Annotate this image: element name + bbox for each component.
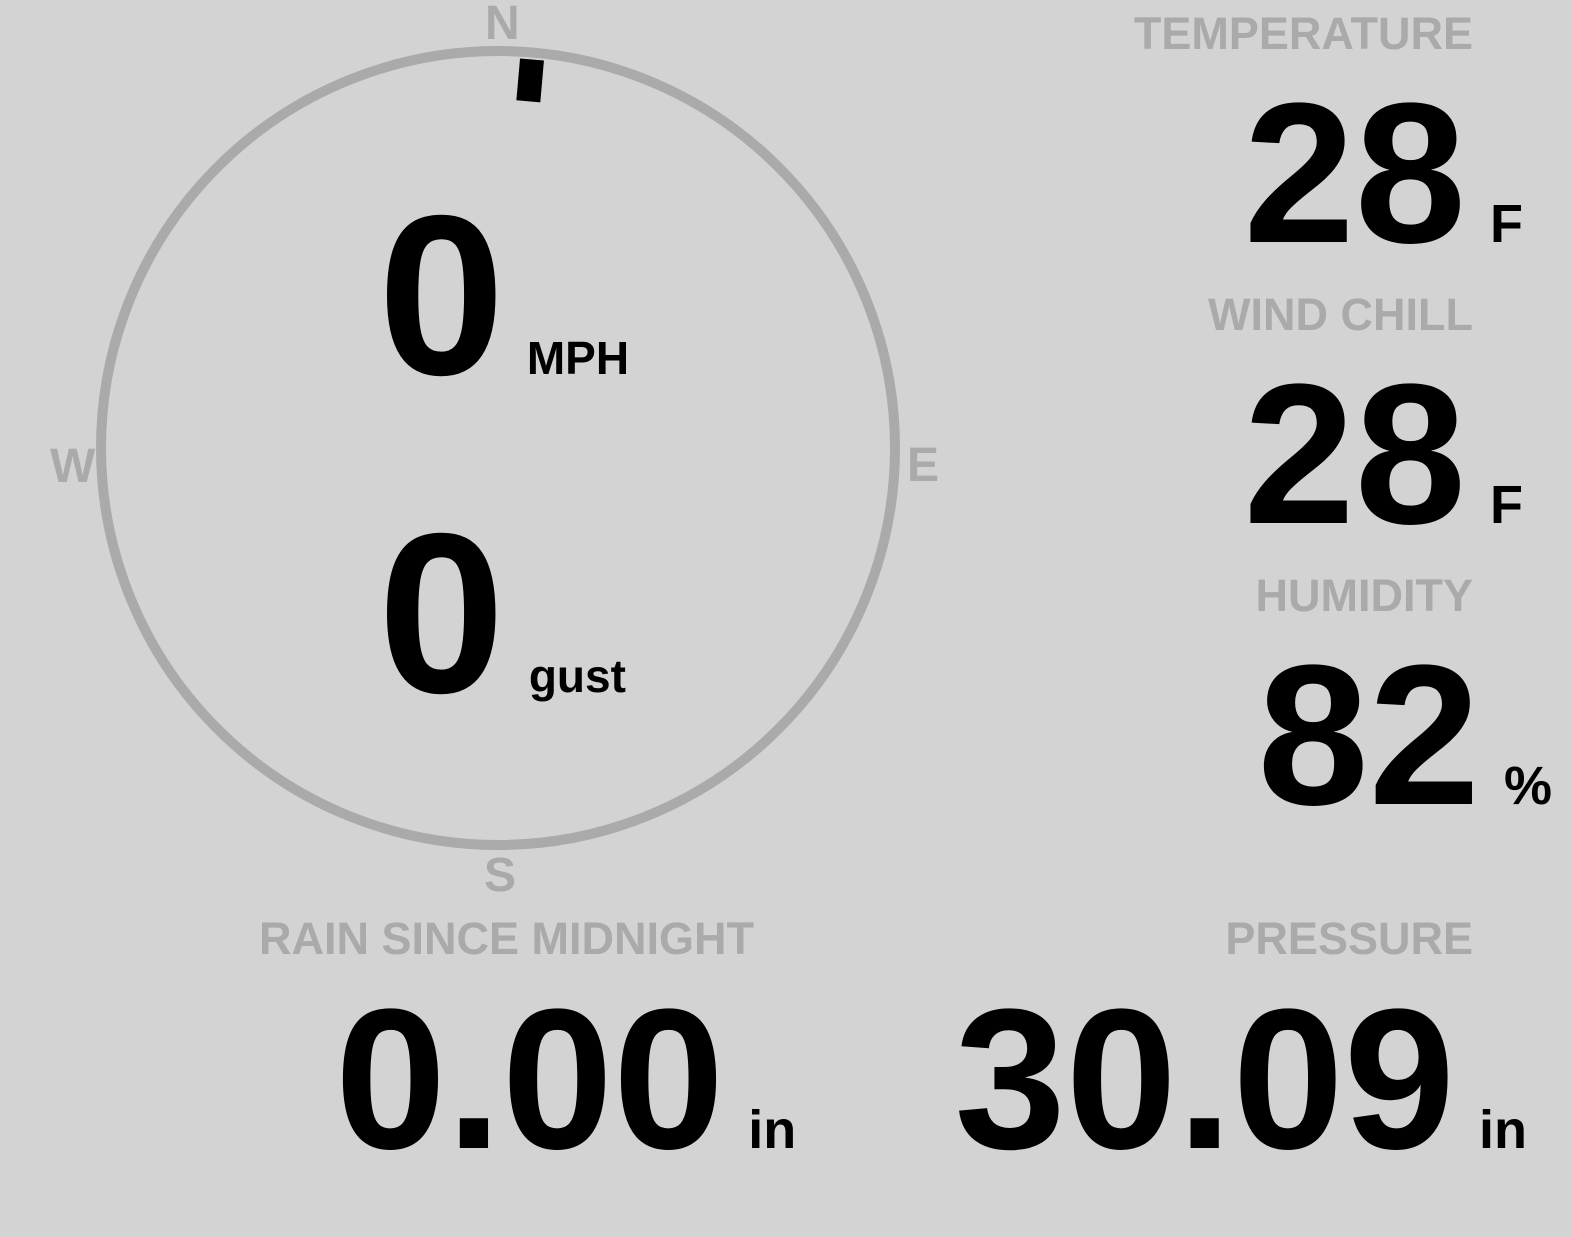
wind-direction-needle [516, 58, 544, 103]
wind-chill-value: 28 [1243, 343, 1466, 566]
temperature-value: 28 [1243, 62, 1466, 285]
humidity-unit: % [1503, 756, 1552, 816]
compass-west: W [50, 440, 96, 493]
wind-gust-value: 0 [378, 487, 505, 741]
humidity-label: HUMIDITY [1255, 570, 1474, 621]
pressure-value: 30.09 [954, 968, 1456, 1191]
humidity-value: 82 [1257, 624, 1480, 847]
wind-chill-label: WIND CHILL [1208, 289, 1473, 340]
compass-south: S [484, 849, 517, 902]
wind-gust-unit: gust [528, 650, 626, 702]
wind-speed-value: 0 [378, 169, 505, 423]
temperature-label: TEMPERATURE [1133, 8, 1473, 59]
temperature-reading: 28 F [1244, 74, 1523, 274]
rain-reading: 0.00 in [335, 980, 796, 1180]
rain-value: 0.00 [335, 968, 725, 1191]
temperature-unit: F [1490, 194, 1523, 254]
humidity-reading: 82 % [1258, 636, 1552, 836]
rain-unit: in [748, 1100, 797, 1160]
wind-speed: 0 MPH [378, 182, 629, 410]
pressure-label: PRESSURE [1225, 913, 1473, 964]
compass-north: N [485, 0, 520, 50]
wind-direction-marker [516, 58, 544, 103]
pressure-unit: in [1479, 1100, 1527, 1160]
wind-gust: 0 gust [378, 500, 626, 728]
rain-label: RAIN SINCE MIDNIGHT [259, 913, 754, 964]
compass-ring [96, 46, 900, 850]
compass-east: E [907, 439, 940, 492]
wind-speed-unit: MPH [526, 332, 630, 384]
wind-chill-reading: 28 F [1244, 355, 1523, 555]
pressure-reading: 30.09 in [955, 980, 1528, 1180]
wind-chill-unit: F [1490, 475, 1523, 535]
